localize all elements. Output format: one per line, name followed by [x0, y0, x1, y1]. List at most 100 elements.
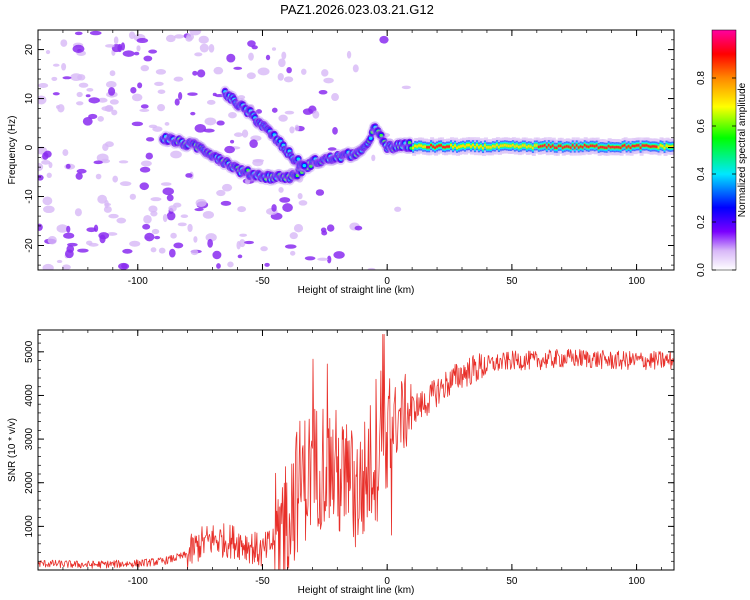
noise-blob	[150, 197, 162, 202]
noise-blob	[56, 259, 63, 264]
noise-blob	[282, 203, 293, 212]
colorbar-tick-label: 0.2	[696, 215, 707, 229]
noise-blob	[151, 228, 160, 235]
noise-blob	[277, 72, 284, 81]
noise-blob	[140, 104, 149, 109]
snr-x-axis-label: Height of straight line (km)	[298, 585, 415, 596]
noise-blob	[298, 200, 308, 206]
noise-blob	[160, 182, 172, 186]
figure-title: PAZ1.2026.023.03.21.G12	[280, 2, 434, 17]
noise-blob	[130, 86, 137, 94]
noise-blob	[52, 63, 60, 67]
x-tick-label: 0	[384, 576, 390, 587]
noise-blob	[122, 50, 135, 57]
noise-blob	[178, 92, 183, 101]
noise-blob	[109, 70, 116, 77]
noise-blob	[226, 53, 236, 63]
x-tick-label: 0	[384, 276, 390, 287]
noise-blob	[204, 117, 217, 126]
noise-blob	[233, 66, 243, 70]
noise-blob	[237, 254, 243, 259]
noise-blob	[228, 111, 237, 119]
noise-blob	[173, 76, 184, 82]
noise-blob	[257, 67, 270, 76]
noise-blob	[45, 50, 51, 55]
noise-blob	[158, 247, 166, 254]
x-tick-label: -100	[128, 276, 148, 287]
noise-blob	[51, 76, 58, 81]
noise-blob	[264, 262, 270, 267]
ridge-core	[309, 164, 313, 168]
noise-blob	[221, 183, 233, 192]
noise-blob	[42, 196, 53, 206]
noise-blob	[165, 34, 176, 43]
noise-blob	[367, 267, 376, 270]
noise-blob	[38, 83, 49, 89]
noise-blob	[327, 255, 332, 264]
noise-blob	[97, 97, 108, 103]
noise-blob	[271, 107, 278, 113]
noise-blob	[78, 82, 89, 88]
noise-blob	[143, 55, 153, 62]
noise-blob	[88, 97, 100, 104]
snr-panel: -100 -50 0 50 100 1000 2000 3000 4000 5000 Heigh…	[7, 329, 675, 596]
noise-blob	[352, 64, 359, 73]
noise-blob	[118, 160, 129, 164]
noise-blob	[255, 109, 263, 114]
noise-blob	[195, 198, 207, 207]
x-tick-label: -50	[255, 276, 270, 287]
noise-blob	[152, 126, 163, 132]
colorbar-tick-label: 0.8	[696, 71, 707, 85]
noise-blob	[208, 43, 215, 53]
noise-blob	[289, 232, 298, 240]
noise-blob	[93, 224, 99, 233]
noise-blob	[148, 205, 158, 213]
noise-blob	[286, 66, 292, 74]
noise-blob	[97, 115, 104, 122]
noise-blob	[320, 227, 327, 233]
ridge-core	[296, 157, 301, 161]
colorbar-tick-label: 0.0	[696, 263, 707, 277]
ridge-core	[403, 141, 407, 145]
noise-blob	[354, 225, 363, 231]
noise-blob	[194, 123, 207, 133]
noise-blob	[43, 205, 55, 214]
noise-blob	[46, 172, 52, 178]
noise-blob	[293, 224, 304, 233]
noise-blob	[118, 262, 130, 270]
noise-blob	[249, 139, 258, 148]
noise-blob	[131, 121, 144, 127]
noise-blob	[304, 256, 316, 261]
noise-blob	[143, 214, 152, 224]
x-tick-label: 100	[628, 276, 645, 287]
noise-blob	[77, 248, 89, 253]
noise-blob	[111, 109, 118, 116]
noise-blob	[75, 172, 83, 180]
y-tick-label: 5000	[24, 340, 35, 363]
noise-blob	[56, 224, 69, 233]
colorbar: 0.0 0.2 0.4 0.6 0.8 Normalized spectral ampl…	[696, 29, 748, 277]
noise-blob	[166, 194, 174, 202]
noise-blob	[290, 250, 296, 256]
noise-blob	[104, 44, 115, 48]
noise-blob	[252, 159, 264, 167]
noise-blob	[86, 87, 94, 92]
ridge-core	[246, 168, 250, 172]
y-tick-label: 4000	[24, 384, 35, 407]
noise-blob	[38, 174, 44, 181]
spectrogram-x-axis-label: Height of straight line (km)	[298, 285, 415, 296]
noise-blob	[98, 232, 110, 240]
colorbar-tick-label: 0.4	[696, 167, 707, 181]
noise-blob	[187, 92, 198, 96]
noise-blob	[108, 213, 119, 219]
noise-blob	[74, 208, 82, 217]
noise-blob	[131, 93, 143, 102]
x-tick-label: 100	[628, 576, 645, 587]
noise-blob	[74, 31, 83, 36]
noise-blob	[133, 51, 140, 56]
noise-blob	[102, 143, 109, 152]
noise-blob	[278, 114, 288, 122]
noise-blob	[116, 217, 127, 224]
noise-blob	[63, 232, 75, 239]
ridge-core	[368, 136, 373, 140]
